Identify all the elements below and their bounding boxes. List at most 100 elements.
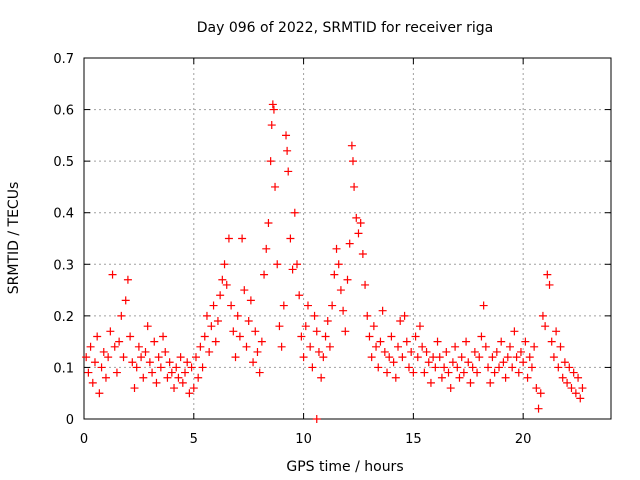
data-point — [194, 373, 203, 382]
data-point — [563, 378, 572, 387]
data-point — [222, 280, 231, 289]
data-point — [411, 332, 420, 341]
data-point — [418, 342, 427, 351]
data-point — [88, 378, 97, 387]
data-point — [213, 317, 222, 326]
axes: 0 0.1 0.2 0.3 0.4 0.5 0.6 0.7 0 5 10 15 20 — [53, 52, 612, 447]
data-point — [431, 363, 440, 372]
data-point — [532, 384, 541, 393]
y-tick-label: 0.4 — [53, 207, 74, 222]
data-point — [352, 213, 361, 222]
data-point — [332, 244, 341, 253]
data-point — [389, 358, 398, 367]
data-point — [361, 280, 370, 289]
data-point — [244, 317, 253, 326]
data-point — [343, 275, 352, 284]
data-point — [527, 363, 536, 372]
data-point — [227, 301, 236, 310]
data-point — [554, 363, 563, 372]
data-point — [297, 332, 306, 341]
data-point — [310, 311, 319, 320]
data-point — [284, 167, 293, 176]
data-point — [209, 301, 218, 310]
data-point — [576, 394, 585, 403]
data-point — [121, 296, 130, 305]
data-point — [328, 301, 337, 310]
data-point — [426, 378, 435, 387]
data-point — [187, 363, 196, 372]
x-tick-label: 0 — [80, 432, 88, 447]
data-point — [339, 306, 348, 315]
data-point — [174, 373, 183, 382]
data-point — [154, 353, 163, 362]
data-point — [560, 358, 569, 367]
data-point — [508, 363, 517, 372]
data-point — [516, 347, 525, 356]
data-point — [90, 358, 99, 367]
data-point — [444, 368, 453, 377]
x-tick-label: 5 — [190, 432, 198, 447]
data-point — [123, 275, 132, 284]
data-point — [558, 373, 567, 382]
data-point — [341, 327, 350, 336]
data-point — [253, 347, 262, 356]
data-point — [218, 275, 227, 284]
data-point — [181, 368, 190, 377]
data-point — [319, 353, 328, 362]
data-point — [549, 353, 558, 362]
data-point — [330, 270, 339, 279]
data-point — [475, 353, 484, 362]
data-point — [488, 353, 497, 362]
data-point — [547, 337, 556, 346]
data-point — [571, 389, 580, 398]
data-point — [510, 327, 519, 336]
data-point — [159, 332, 168, 341]
data-point — [108, 270, 117, 279]
data-point — [383, 368, 392, 377]
data-point — [394, 342, 403, 351]
data-point — [387, 332, 396, 341]
data-point — [99, 347, 108, 356]
data-point — [238, 234, 247, 243]
data-point — [479, 301, 488, 310]
data-point — [229, 327, 238, 336]
data-point — [534, 404, 543, 413]
data-point — [95, 389, 104, 398]
data-point — [464, 358, 473, 367]
data-point — [541, 322, 550, 331]
data-point — [400, 311, 409, 320]
data-point — [536, 389, 545, 398]
data-point — [143, 322, 152, 331]
data-point — [262, 244, 271, 253]
data-point — [161, 347, 170, 356]
data-point — [170, 384, 179, 393]
data-point — [282, 131, 291, 140]
data-point — [350, 182, 359, 191]
data-point — [495, 363, 504, 372]
data-point — [286, 234, 295, 243]
y-tick-label: 0.3 — [53, 258, 74, 273]
data-point — [433, 337, 442, 346]
data-point — [86, 342, 95, 351]
y-tick-label: 0.1 — [53, 361, 74, 376]
data-point — [93, 332, 102, 341]
data-point — [358, 249, 367, 258]
data-point — [503, 353, 512, 362]
data-point — [128, 358, 137, 367]
data-point — [257, 337, 266, 346]
data-point — [404, 363, 413, 372]
data-point — [132, 363, 141, 372]
data-point — [538, 311, 547, 320]
data-point — [117, 311, 126, 320]
data-point — [150, 337, 159, 346]
data-point — [119, 353, 128, 362]
data-point — [490, 368, 499, 377]
data-point — [523, 373, 532, 382]
data-point — [317, 373, 326, 382]
data-point — [446, 384, 455, 393]
data-point — [396, 317, 405, 326]
data-point — [191, 353, 200, 362]
data-point — [574, 373, 583, 382]
data-point — [183, 358, 192, 367]
data-point — [420, 368, 429, 377]
